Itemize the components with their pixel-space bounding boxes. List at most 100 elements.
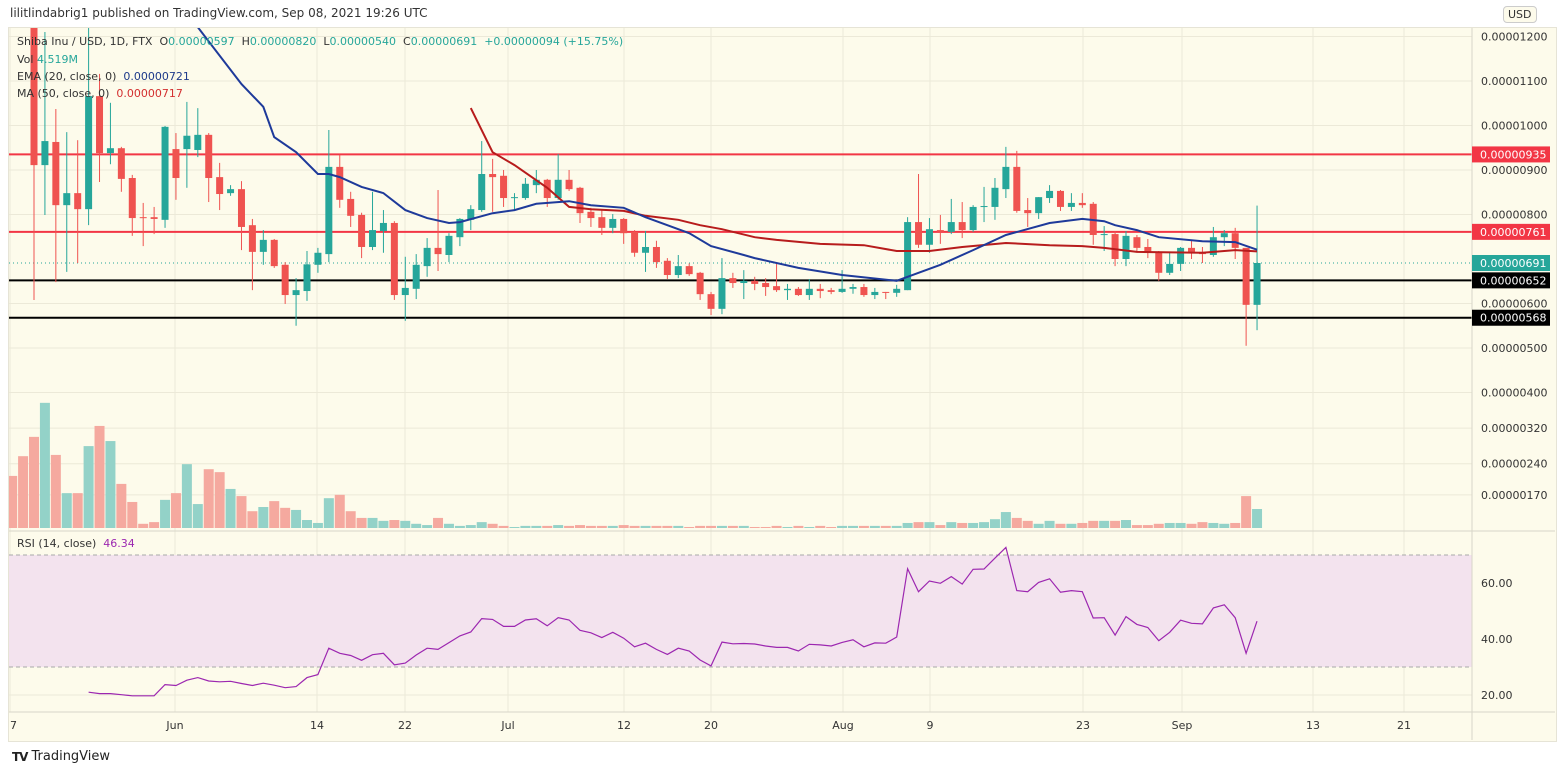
candle-body [96, 96, 104, 154]
volume-bar [1088, 520, 1099, 528]
volume-bar [760, 526, 771, 528]
volume-bar [989, 519, 1000, 528]
candle-body [379, 222, 387, 231]
candle-body [1024, 210, 1032, 214]
volume-bar [706, 525, 717, 528]
candle-body [128, 178, 136, 219]
rsi-tick-label: 40.00 [1481, 633, 1513, 646]
candle-body [205, 134, 213, 179]
volume-bar [596, 525, 607, 528]
candle-body [991, 187, 999, 207]
candle-body [292, 290, 300, 296]
candle-body [248, 225, 256, 252]
volume-bar [1099, 520, 1110, 528]
volume-bar [443, 523, 454, 528]
volume-bar [1121, 520, 1131, 528]
volume-bar [280, 507, 291, 528]
price-tick-label: 0.00000170 [1481, 489, 1547, 502]
volume-bar [247, 511, 258, 528]
ma-label[interactable]: MA (50, close, 0) [17, 87, 110, 100]
candle-body [631, 231, 639, 253]
volume-bar [433, 517, 444, 528]
volume-label[interactable]: Vol [17, 53, 34, 66]
volume-bar [1055, 523, 1066, 528]
close-label: C [403, 35, 411, 48]
volume-bar [454, 525, 465, 528]
candle-body [500, 175, 508, 199]
candle-body [467, 209, 475, 220]
volume-bar [913, 522, 924, 528]
price-label: 0.00000568 [1480, 312, 1546, 325]
candle-body [1253, 263, 1261, 305]
ema-label[interactable]: EMA (20, close, 0) [17, 70, 117, 83]
currency-badge[interactable]: USD [1503, 6, 1537, 23]
candle-body [1188, 247, 1196, 252]
time-tick-label: 12 [617, 719, 631, 732]
volume-bar [684, 526, 695, 528]
candle-body [259, 239, 267, 252]
candle-body [652, 246, 660, 263]
candle-body [925, 229, 933, 245]
volume-bar [793, 525, 804, 528]
ma50-line [469, 107, 1258, 254]
candle-body [478, 174, 486, 211]
volume-bar [651, 525, 662, 528]
volume-bar [771, 525, 782, 528]
ma-value: 0.00000717 [116, 87, 183, 100]
volume-bar [1066, 523, 1077, 528]
volume-bar [476, 522, 487, 528]
rsi-band-fill [9, 555, 1472, 667]
candle-body [325, 166, 333, 255]
volume-bar [83, 446, 94, 528]
rsi-value: 46.34 [103, 537, 135, 550]
candle-body [237, 189, 245, 227]
volume-bar [1164, 522, 1175, 528]
time-tick-label: Jun [165, 719, 183, 732]
symbol-name[interactable]: Shiba Inu / USD, 1D, FTX [17, 35, 153, 48]
candle-body [161, 126, 169, 220]
time-tick-label: 7 [10, 719, 17, 732]
volume-bar [924, 522, 935, 528]
candle-body [663, 260, 671, 276]
volume-bar [214, 472, 225, 528]
volume-bar [203, 469, 214, 528]
volume-bar [302, 520, 312, 528]
candle-body [281, 264, 289, 296]
candle-body [369, 230, 377, 247]
volume-bar [1110, 520, 1121, 528]
candle-body [150, 217, 158, 219]
volume-bar [869, 525, 880, 528]
candle-body [718, 278, 726, 309]
candle-body [303, 264, 311, 292]
candle-body [227, 189, 235, 194]
volume-bar [880, 525, 891, 528]
candle-body [554, 179, 562, 199]
volume-bar [334, 494, 345, 528]
tradingview-logo[interactable]: TV TradingView [12, 749, 110, 764]
price-label: 0.00000652 [1480, 274, 1546, 287]
candle-body [947, 222, 955, 232]
rsi-label[interactable]: RSI (14, close) [17, 537, 97, 550]
candle-body [893, 288, 901, 293]
volume-bar [531, 525, 542, 528]
volume-bar [400, 520, 411, 528]
volume-bar [520, 525, 531, 528]
volume-bar [323, 498, 334, 528]
publish-info: lilitlindabrig1 published on TradingView… [10, 6, 428, 20]
candle-body [1133, 237, 1141, 248]
rsi-band [9, 554, 1472, 668]
tradingview-logo-icon: TV [12, 749, 29, 764]
candle-body [1100, 234, 1108, 236]
ma-legend: MA (50, close, 0) 0.00000717 [17, 87, 183, 100]
candle-body [358, 214, 366, 247]
volume-bar [236, 496, 247, 528]
volume-bar [1241, 496, 1252, 528]
candle-body [106, 148, 114, 154]
volume-bar [1077, 522, 1088, 528]
volume-bar [181, 464, 192, 528]
volume-bar [1000, 512, 1011, 528]
ema20-line [197, 28, 1258, 282]
volume-legend: Vol 4.519M [17, 53, 78, 66]
horizontal-lines[interactable] [9, 153, 1472, 319]
